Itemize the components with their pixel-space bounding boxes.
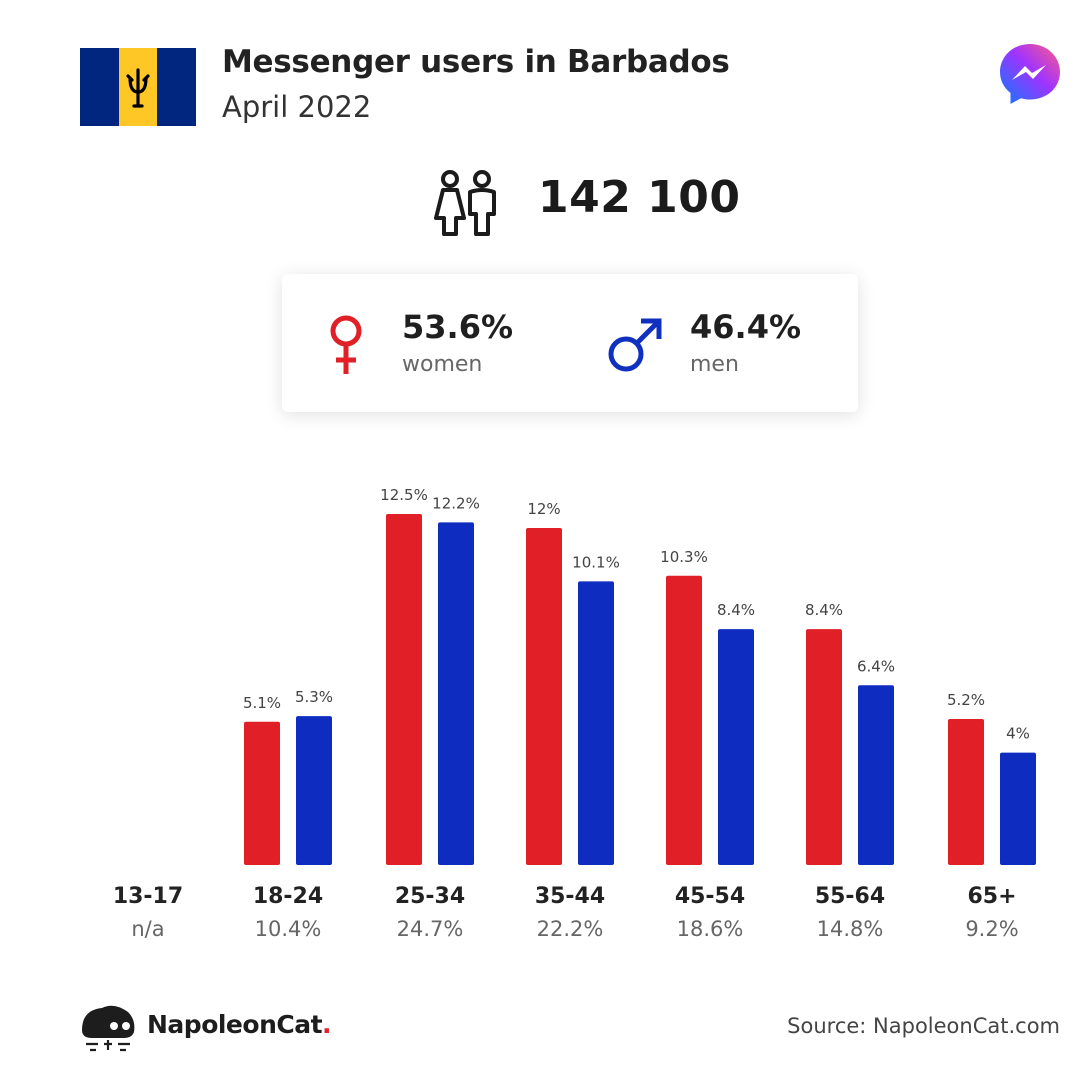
category-label: 25-34	[394, 884, 466, 909]
category-label: 65+	[967, 884, 1017, 909]
category-total: n/a	[131, 917, 165, 941]
barbados-flag-icon	[80, 48, 196, 126]
category-label: 18-24	[252, 884, 324, 909]
data-label-55-64-series-2: 6.4%	[857, 657, 895, 675]
category-total: 14.8%	[816, 917, 884, 941]
women-percentage: 53.6%	[402, 308, 514, 346]
page-subtitle: April 2022	[222, 90, 372, 124]
age-gender-bar-chart: 5.1% 5.3% 12.5% 12.2% 12% 10.1% 10.3% 8.4% 8.4% 6…	[243, 486, 1036, 865]
category-13-17: 13-17 n/a	[88, 884, 208, 941]
bar-45-54-series-1	[666, 575, 702, 865]
data-label-45-54-series-2: 8.4%	[717, 601, 755, 619]
bar-18-24-series-2	[296, 716, 332, 865]
bar-55-64-series-2	[858, 685, 894, 865]
source-note: Source: NapoleonCat.com	[787, 1014, 1060, 1038]
napoleoncat-logo-icon	[82, 1005, 135, 1052]
men-label: men	[690, 352, 739, 377]
data-label-25-34-series-2: 12.2%	[432, 494, 480, 512]
bar-65+-series-1	[948, 718, 984, 865]
data-label-25-34-series-1: 12.5%	[380, 486, 428, 504]
category-label: 45-54	[674, 884, 746, 909]
category-18-24: 18-24 10.4%	[228, 884, 348, 941]
bar-25-34-series-1	[386, 514, 422, 865]
data-label-18-24-series-1: 5.1%	[243, 694, 281, 712]
data-label-35-44-series-2: 10.1%	[572, 553, 620, 571]
data-label-65+-series-2: 4%	[1006, 725, 1030, 743]
total-users-value: 142 100	[538, 172, 741, 223]
messenger-icon	[1000, 44, 1060, 104]
bar-35-44-series-2	[578, 581, 614, 865]
category-45-54: 45-54 18.6%	[650, 884, 770, 941]
category-total: 22.2%	[536, 917, 604, 941]
page-title: Messenger users in Barbados	[222, 44, 730, 80]
bar-18-24-series-1	[244, 721, 280, 865]
bar-45-54-series-2	[718, 629, 754, 865]
people-icon	[434, 170, 496, 236]
category-label: 13-17	[112, 884, 184, 909]
bar-65+-series-2	[1000, 752, 1036, 865]
category-65+: 65+ 9.2%	[932, 884, 1052, 941]
bar-55-64-series-1	[806, 629, 842, 865]
data-label-45-54-series-1: 10.3%	[660, 548, 708, 566]
bar-35-44-series-1	[526, 528, 562, 865]
data-label-55-64-series-1: 8.4%	[805, 601, 843, 619]
men-percentage: 46.4%	[690, 308, 802, 346]
category-55-64: 55-64 14.8%	[790, 884, 910, 941]
data-label-65+-series-1: 5.2%	[947, 691, 985, 709]
male-icon	[608, 318, 662, 372]
brand-name: NapoleonCat.	[147, 1010, 332, 1039]
total-users: 142 100	[430, 168, 750, 240]
bar-25-34-series-2	[438, 522, 474, 865]
category-25-34: 25-34 24.7%	[370, 884, 490, 941]
category-35-44: 35-44 22.2%	[510, 884, 630, 941]
category-label: 55-64	[814, 884, 886, 909]
data-label-18-24-series-2: 5.3%	[295, 688, 333, 706]
female-icon	[330, 315, 362, 374]
women-label: women	[402, 352, 483, 377]
category-total: 24.7%	[396, 917, 464, 941]
gender-split-card: 53.6% women 46.4% men	[282, 274, 858, 412]
category-total: 9.2%	[965, 917, 1019, 941]
category-total: 10.4%	[254, 917, 322, 941]
data-label-35-44-series-1: 12%	[527, 500, 560, 518]
category-total: 18.6%	[676, 917, 744, 941]
category-label: 35-44	[534, 884, 606, 909]
